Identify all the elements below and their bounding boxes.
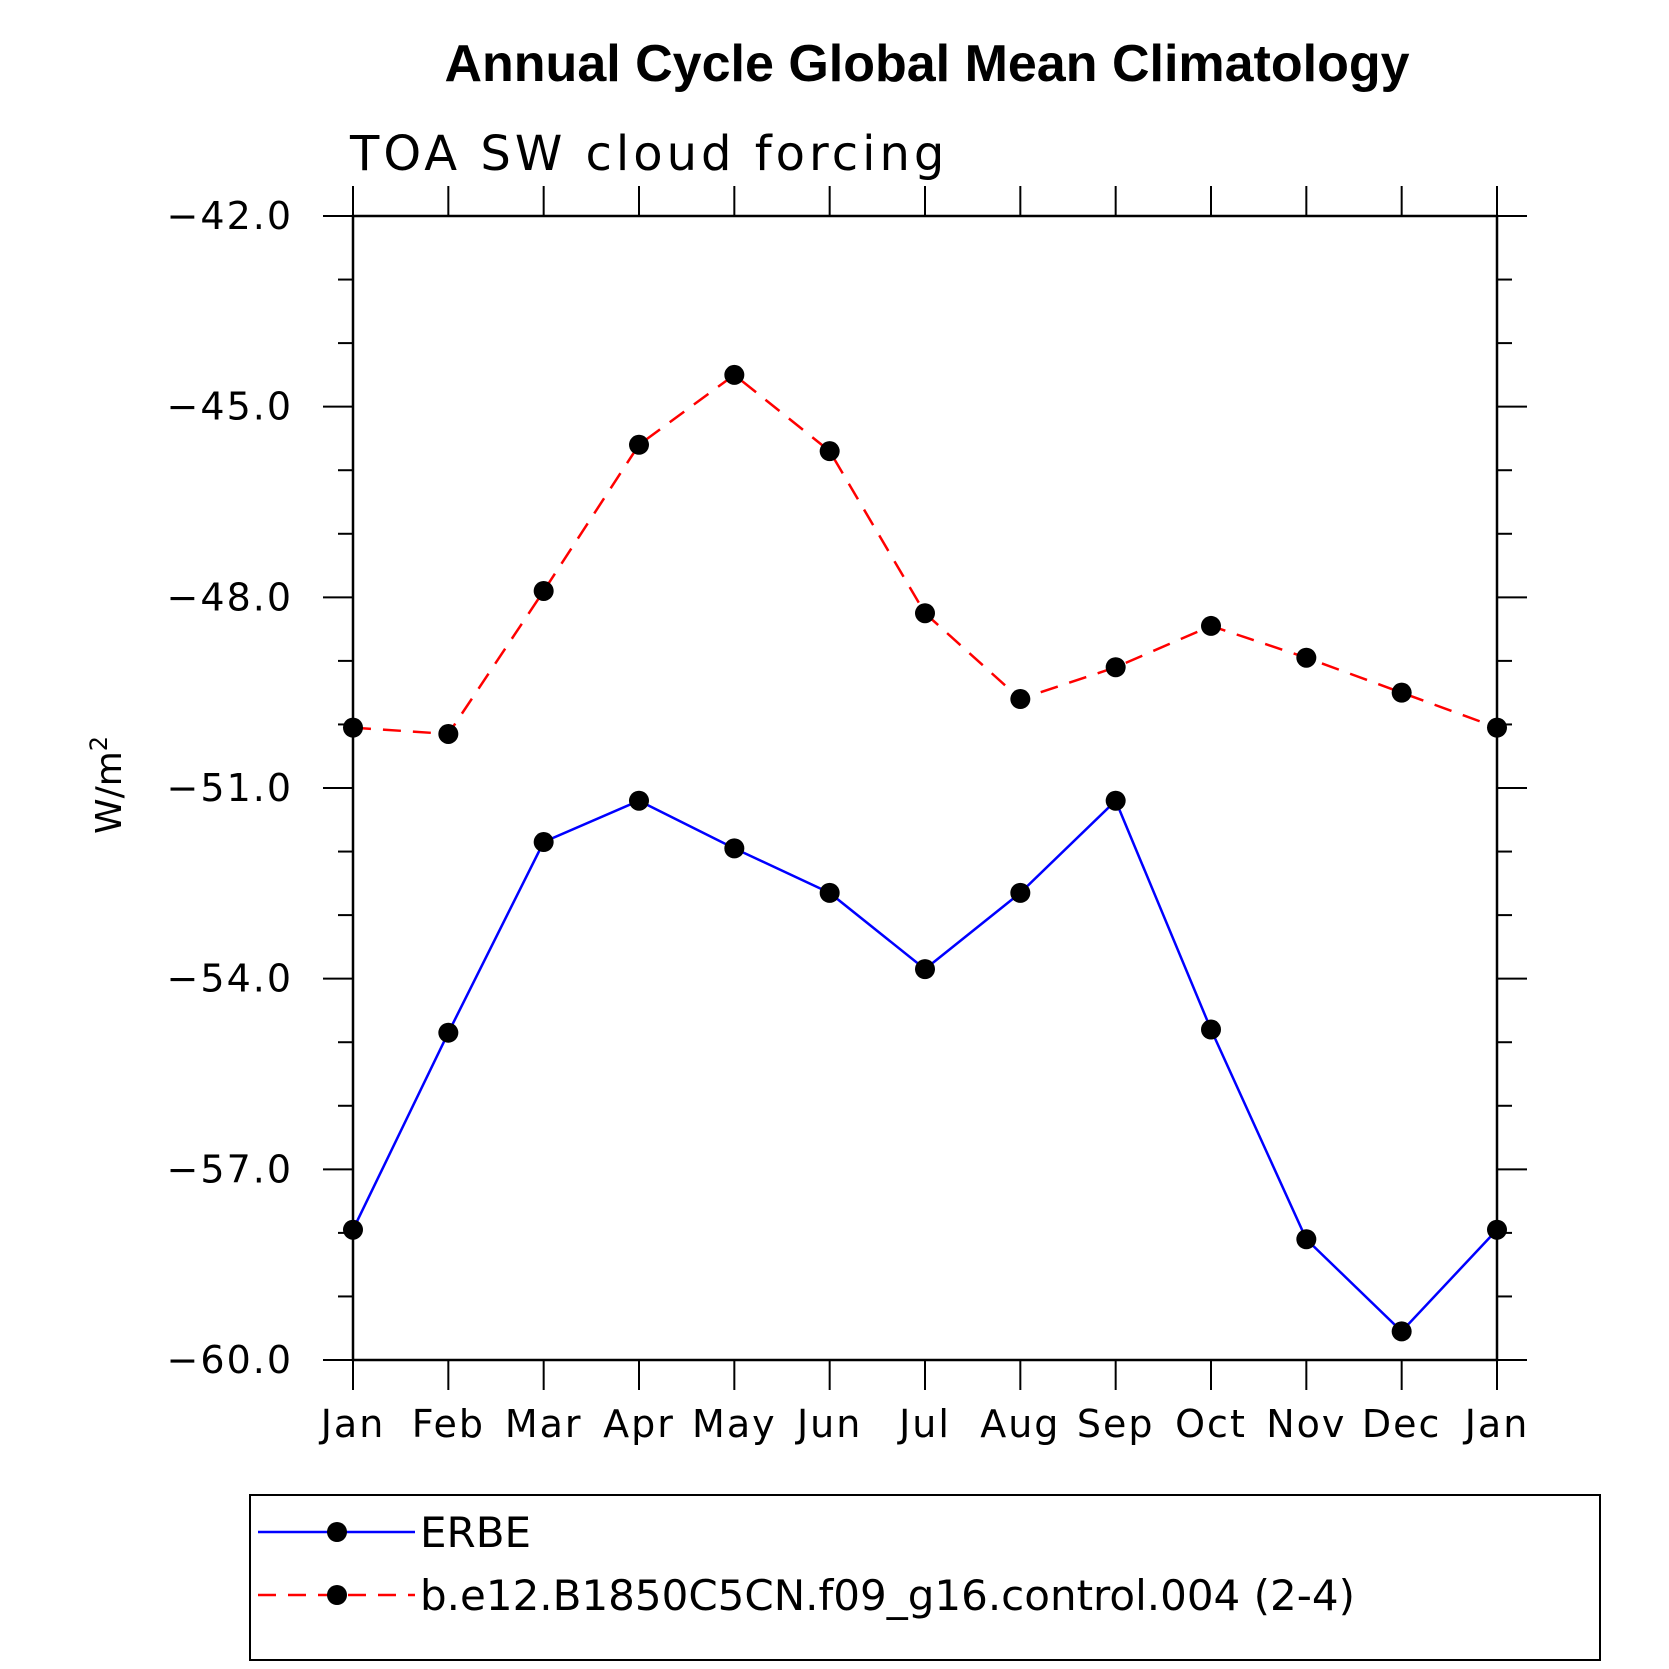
- y-tick-label: −45.0: [167, 385, 293, 429]
- series-1-point: [1391, 1321, 1412, 1342]
- legend-label-2: b.e12.B1850C5CN.f09_g16.control.004 (2-4…: [420, 1571, 1355, 1620]
- series-1-point: [1105, 790, 1126, 811]
- x-tick-label: Jan: [319, 1402, 386, 1446]
- y-axis-label-superscript: 2: [85, 736, 113, 751]
- x-tick-label: May: [692, 1402, 777, 1446]
- x-tick-label: Jan: [1463, 1402, 1530, 1446]
- x-tick-labels: Jan Feb Mar Apr May Jun Jul Aug Sep Oct Nov Dec Jan: [319, 1402, 1530, 1446]
- series-1-point: [1201, 1019, 1221, 1040]
- axis-ticks: [323, 186, 1527, 1390]
- series-2-point: [343, 717, 363, 738]
- series-2-point: [533, 580, 554, 601]
- series-line-2: [352, 373, 1498, 736]
- legend-marker-1: [327, 1522, 347, 1542]
- y-tick-label: −48.0: [167, 575, 293, 619]
- legend-label-1: ERBE: [420, 1508, 531, 1557]
- series-1-point: [1010, 882, 1031, 903]
- y-axis-label: W/m2: [85, 736, 130, 834]
- series-2-point: [1201, 615, 1221, 636]
- chart-title: Annual Cycle Global Mean Climatology: [444, 35, 1409, 93]
- y-tick-label: −51.0: [167, 766, 293, 810]
- x-tick-label: Mar: [505, 1402, 583, 1446]
- x-tick-label: Apr: [603, 1402, 675, 1446]
- series-1-point: [724, 838, 745, 859]
- y-axis-label-text: W/m: [89, 751, 130, 834]
- series-group: [343, 364, 1507, 1342]
- series-1-point: [819, 882, 840, 903]
- y-tick-label: −60.0: [167, 1338, 293, 1382]
- series-2-point: [724, 364, 745, 385]
- series-2-point: [1105, 657, 1126, 678]
- series-2-point: [438, 723, 459, 744]
- chart-subtitle: TOA SW cloud forcing: [349, 126, 948, 182]
- series-1-point: [629, 790, 649, 811]
- series-2-point: [915, 603, 935, 624]
- series-2-point: [819, 441, 840, 462]
- series-2-point: [629, 434, 649, 455]
- series-1-point: [438, 1022, 459, 1043]
- x-tick-label: Feb: [412, 1402, 485, 1446]
- legend: ERBE b.e12.B1850C5CN.f09_g16.control.004 …: [258, 1508, 1355, 1620]
- y-tick-label: −42.0: [167, 194, 293, 238]
- series-2-point: [1391, 682, 1412, 703]
- series-1-point: [1296, 1229, 1317, 1250]
- x-tick-label: Aug: [980, 1402, 1060, 1446]
- legend-marker-2: [327, 1585, 347, 1605]
- x-tick-label: Dec: [1362, 1402, 1442, 1446]
- series-2-point: [1487, 717, 1507, 738]
- x-tick-label: Jun: [795, 1402, 862, 1446]
- y-tick-label: −57.0: [167, 1147, 293, 1191]
- series-1-point: [343, 1219, 363, 1240]
- x-tick-label: Sep: [1077, 1402, 1155, 1446]
- series-1-point: [915, 959, 935, 980]
- series-2-point: [1296, 647, 1317, 668]
- series-1-point: [1487, 1219, 1507, 1240]
- plot-frame: [351, 214, 1499, 1362]
- series-2-point: [1010, 689, 1031, 710]
- x-tick-label: Nov: [1266, 1402, 1346, 1446]
- legend-box: [249, 1494, 1601, 1661]
- y-tick-labels: −42.0 −45.0 −48.0 −51.0 −54.0 −57.0 −60.0: [167, 194, 293, 1382]
- series-1-point: [533, 832, 554, 853]
- x-tick-label: Jul: [897, 1402, 951, 1446]
- x-tick-label: Oct: [1175, 1402, 1247, 1446]
- y-tick-label: −54.0: [167, 957, 293, 1001]
- series-line-1: [351, 798, 1498, 1334]
